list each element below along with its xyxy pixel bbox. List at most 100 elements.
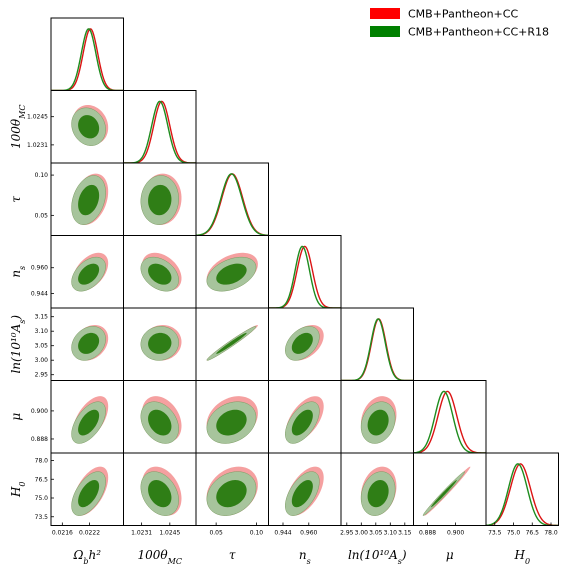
- x-tick-label: 0.0216: [52, 530, 73, 537]
- legend-swatch: [370, 26, 400, 37]
- y-tick-label: 0.900: [31, 408, 48, 415]
- x-axis-label: ln(10¹⁰As): [348, 548, 407, 566]
- x-axis-label: 100θMC: [138, 548, 182, 566]
- x-tick-label: 1.0231: [131, 530, 152, 537]
- panel-5-2: [195, 380, 269, 454]
- x-tick-label: 0.05: [209, 530, 223, 537]
- x-tick-label: 3.00: [355, 530, 369, 537]
- panel-3-0: 0.960 0.944: [31, 235, 124, 309]
- y-axis-label: τ: [9, 196, 23, 203]
- contour-68-green: [216, 480, 247, 508]
- marginal-curve-red: [196, 173, 269, 236]
- panel-2-2: [195, 162, 269, 236]
- y-tick-label: 1.0231: [27, 142, 48, 149]
- panel-6-4: 2.95 3.00 3.05 3.10 3.15: [340, 452, 414, 537]
- panel-6-6: 73.5 75.0 76.5 78.0: [485, 452, 559, 537]
- x-tick-label: 73.5: [488, 530, 502, 537]
- panel-4-3: [268, 307, 342, 381]
- contour-68-green: [216, 332, 247, 354]
- contour-68-green: [78, 409, 100, 436]
- y-axis-label: ln(10¹⁰As): [9, 315, 27, 374]
- panel-4-4: [340, 307, 414, 381]
- panel-4-1: [123, 307, 197, 381]
- panel-6-2: 0.05 0.10: [195, 452, 269, 537]
- panel-content: [285, 325, 324, 361]
- contour-68-green: [367, 409, 389, 436]
- marginal-curve-red: [413, 390, 486, 453]
- contour-68-green: [148, 409, 172, 436]
- panel-5-4: [340, 380, 414, 454]
- y-tick-label: 3.05: [35, 343, 49, 350]
- panel-content: [123, 100, 196, 163]
- x-tick-label: 78.0: [544, 530, 558, 537]
- marginal-curve-green: [51, 28, 124, 91]
- marginal-curve-green: [413, 390, 486, 453]
- panel-frame: [50, 17, 124, 91]
- contour-68-green: [216, 409, 247, 436]
- panel-5-5: [413, 380, 487, 454]
- contour-68-green: [291, 480, 313, 508]
- panel-content: [341, 318, 414, 381]
- contour-68-green: [148, 184, 172, 216]
- panel-1-0: 1.0245 1.0231: [27, 90, 124, 164]
- panel-content: [71, 325, 109, 361]
- y-tick-label: 78.0: [35, 458, 49, 465]
- panel-5-0: 0.900 0.888: [31, 380, 124, 454]
- panel-content: [71, 396, 109, 444]
- panel-content: [360, 466, 397, 516]
- panel-6-0: 0.0216 0.0222 78.0 76.5 75.0 73.5: [35, 452, 124, 537]
- x-tick-label: 0.10: [250, 530, 264, 537]
- marginal-curve-green: [341, 318, 414, 381]
- panel-frame: [413, 380, 487, 454]
- panel-content: [71, 252, 109, 292]
- panel-5-1: [123, 380, 197, 454]
- panel-content: [71, 105, 109, 146]
- panel-content: [268, 245, 341, 308]
- x-tick-label: 0.960: [300, 530, 317, 537]
- marginal-curve-red: [341, 318, 414, 381]
- y-axis-label: H0: [9, 481, 27, 498]
- panel-frame: [485, 452, 559, 526]
- x-axis-label: ns: [299, 548, 311, 566]
- panel-4-2: [195, 307, 269, 381]
- panel-content: [206, 252, 258, 292]
- x-tick-label: 0.0222: [79, 530, 100, 537]
- x-tick-label: 3.05: [369, 530, 383, 537]
- panel-content: [71, 466, 109, 516]
- contour-68-green: [216, 263, 247, 285]
- marginal-curve-red: [486, 463, 559, 526]
- panel-content: [206, 396, 258, 444]
- y-tick-label: 73.5: [35, 514, 49, 521]
- panel-content: [140, 252, 182, 292]
- panel-content: [206, 325, 258, 361]
- panel-content: [285, 396, 324, 444]
- panel-content: [51, 28, 124, 91]
- contour-68-green: [291, 409, 313, 436]
- legend-label: CMB+Pantheon+CC: [408, 8, 518, 21]
- x-axis-label: μ: [446, 548, 454, 562]
- panel-4-0: 3.15 3.10 3.05 3.00 2.95: [35, 307, 124, 381]
- panel-content: [140, 396, 182, 444]
- panel-5-3: [268, 380, 342, 454]
- y-tick-label: 76.5: [35, 476, 49, 483]
- panel-content: [196, 173, 269, 236]
- y-axis-label: 100θMC: [9, 105, 27, 149]
- y-tick-label: 0.944: [31, 291, 48, 298]
- y-axis-label: ns: [9, 266, 27, 278]
- panel-3-1: [123, 235, 197, 309]
- marginal-curve-green: [268, 245, 341, 308]
- x-axis-label: H0: [513, 548, 530, 566]
- panel-content: [413, 390, 486, 453]
- panel-1-1: [123, 90, 197, 164]
- panel-content: [71, 173, 109, 225]
- contour-68-green: [148, 263, 172, 285]
- panel-6-5: 0.888 0.900: [413, 452, 487, 537]
- y-tick-label: 3.00: [35, 357, 49, 364]
- legend-label: CMB+Pantheon+CC+R18: [408, 26, 549, 39]
- marginal-curve-red: [51, 28, 124, 91]
- y-axis-label: μ: [9, 413, 23, 421]
- contour-68-green: [78, 115, 100, 139]
- x-tick-label: 0.888: [419, 530, 436, 537]
- panel-content: [206, 466, 258, 516]
- marginal-curve-red: [123, 100, 196, 163]
